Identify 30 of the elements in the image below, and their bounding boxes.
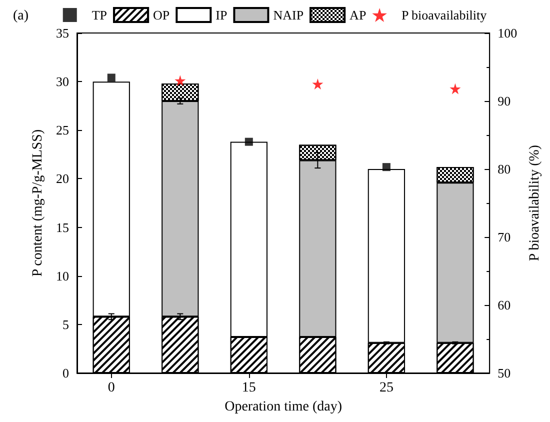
- legend-label: P bioavailability: [402, 8, 488, 22]
- x-tick-label: 0: [108, 380, 115, 396]
- legend-label: NAIP: [273, 8, 304, 22]
- y-tick-label: 25: [56, 122, 69, 138]
- y-tick-label: 20: [56, 171, 69, 186]
- y-tick-label: 15: [56, 220, 69, 235]
- y-tick-label: 30: [56, 74, 69, 90]
- x-tick-label: 25: [379, 380, 394, 396]
- y2-tick-label: 100: [498, 26, 518, 40]
- legend-label: OP: [153, 8, 170, 22]
- legend-label: IP: [216, 8, 228, 22]
- legend-label: AP: [350, 8, 366, 22]
- y2-tick-label: 50: [498, 366, 511, 380]
- y-axis-title: P content (mg-P/g-MLSS): [30, 129, 46, 277]
- point: [107, 74, 116, 82]
- y-tick-label: 5: [62, 316, 69, 332]
- y2-tick-label: 90: [498, 94, 511, 108]
- y2-tick-label: 80: [498, 162, 511, 176]
- y-tick-label: 0: [62, 366, 69, 380]
- chart-title: (a): [13, 8, 29, 24]
- y-tick-label: 10: [56, 268, 69, 284]
- y2-tick-label: 70: [498, 230, 511, 244]
- point: [382, 163, 390, 172]
- y-tick-label: 35: [56, 26, 69, 40]
- x-axis-title: Operation time (day): [224, 399, 342, 414]
- y2-tick-label: 60: [498, 298, 511, 312]
- x-tick-label: 15: [242, 380, 256, 396]
- y2-axis-title: P bioavailability (%): [528, 144, 542, 262]
- legend-label: TP: [92, 8, 108, 22]
- point: [244, 138, 253, 146]
